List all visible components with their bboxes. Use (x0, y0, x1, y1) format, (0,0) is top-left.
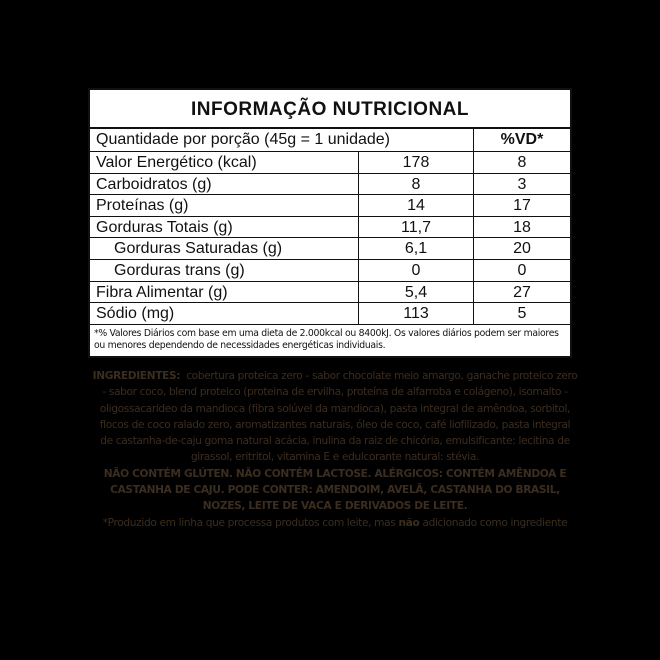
ingredients-text: INGREDIENTES: cobertura proteica zero - … (92, 368, 578, 466)
allergens: NÃO CONTÉM GLÚTEN. NÃO CONTÉM LACTOSE. A… (103, 467, 567, 513)
nutrient-amount: 178 (358, 152, 473, 173)
nutrient-row: Proteínas (g) 14 17 (90, 195, 570, 217)
nutrient-amount: 8 (358, 173, 473, 195)
vd-header: %VD* (473, 129, 570, 151)
nutrient-name: Gorduras trans (g) (114, 261, 245, 279)
note-pre: *Produzido em linha que processa produto… (102, 516, 396, 529)
nutrient-vd: 18 (473, 216, 570, 238)
nutrient-name: Gorduras Totais (g) (96, 218, 233, 236)
nutrient-amount: 14 (358, 195, 473, 216)
nutrient-row: Gorduras trans (g) 0 0 (90, 259, 570, 282)
nutrition-facts-table: INFORMAÇÃO NUTRICIONAL Quantidade por po… (88, 88, 572, 358)
nutrient-name: Proteínas (g) (96, 197, 189, 215)
nutrient-vd: 5 (473, 303, 570, 324)
note-bold: não (398, 516, 420, 529)
nutrient-amount: 0 (358, 259, 473, 281)
nutrient-vd: 20 (473, 238, 570, 259)
nutrient-vd: 8 (473, 152, 570, 173)
nutrient-row: Carboidratos (g) 8 3 (90, 173, 570, 196)
nutrient-row: Gorduras Totais (g) 11,7 18 (90, 216, 570, 239)
nutrient-amount: 113 (358, 303, 473, 324)
note-post: adicionado como ingrediente (422, 516, 568, 529)
nutrient-vd: 0 (473, 259, 570, 281)
footnote: *% Valores Diários com base em uma dieta… (94, 327, 559, 351)
nutrient-row: Fibra Alimentar (g) 5,4 27 (90, 281, 570, 304)
nutrient-name: Sódio (mg) (96, 305, 175, 323)
nutrient-row: Gorduras Saturadas (g) 6,1 20 (90, 238, 570, 260)
ingredients-label: INGREDIENTES: (92, 370, 181, 382)
nutrient-amount: 5,4 (358, 281, 473, 303)
ingredients-block: INGREDIENTES: cobertura proteica zero - … (92, 368, 578, 531)
nutrient-name: Gorduras Saturadas (g) (114, 240, 283, 258)
portion-label: Quantidade por porção (45g = 1 unidade) (96, 131, 390, 148)
allergens-text: NÃO CONTÉM GLÚTEN. NÃO CONTÉM LACTOSE. A… (92, 466, 578, 515)
nutrient-amount: 11,7 (358, 216, 473, 238)
ingredients-list: cobertura proteica zero - sabor chocolat… (99, 370, 578, 464)
nutrient-vd: 27 (473, 281, 570, 303)
nutrient-vd: 17 (473, 195, 570, 216)
nutrient-name: Carboidratos (g) (96, 175, 212, 193)
nutrient-name: Fibra Alimentar (g) (96, 283, 228, 301)
production-note: *Produzido em linha que processa produto… (92, 515, 578, 531)
nutrient-row: Sódio (mg) 113 5 (90, 303, 570, 325)
table-title: INFORMAÇÃO NUTRICIONAL (90, 90, 570, 129)
nutrient-amount: 6,1 (358, 238, 473, 259)
nutrient-vd: 3 (473, 173, 570, 195)
header-row: Quantidade por porção (45g = 1 unidade) … (90, 129, 570, 152)
nutrient-row: Valor Energético (kcal) 178 8 (90, 152, 570, 174)
nutrient-name: Valor Energético (kcal) (96, 154, 257, 171)
